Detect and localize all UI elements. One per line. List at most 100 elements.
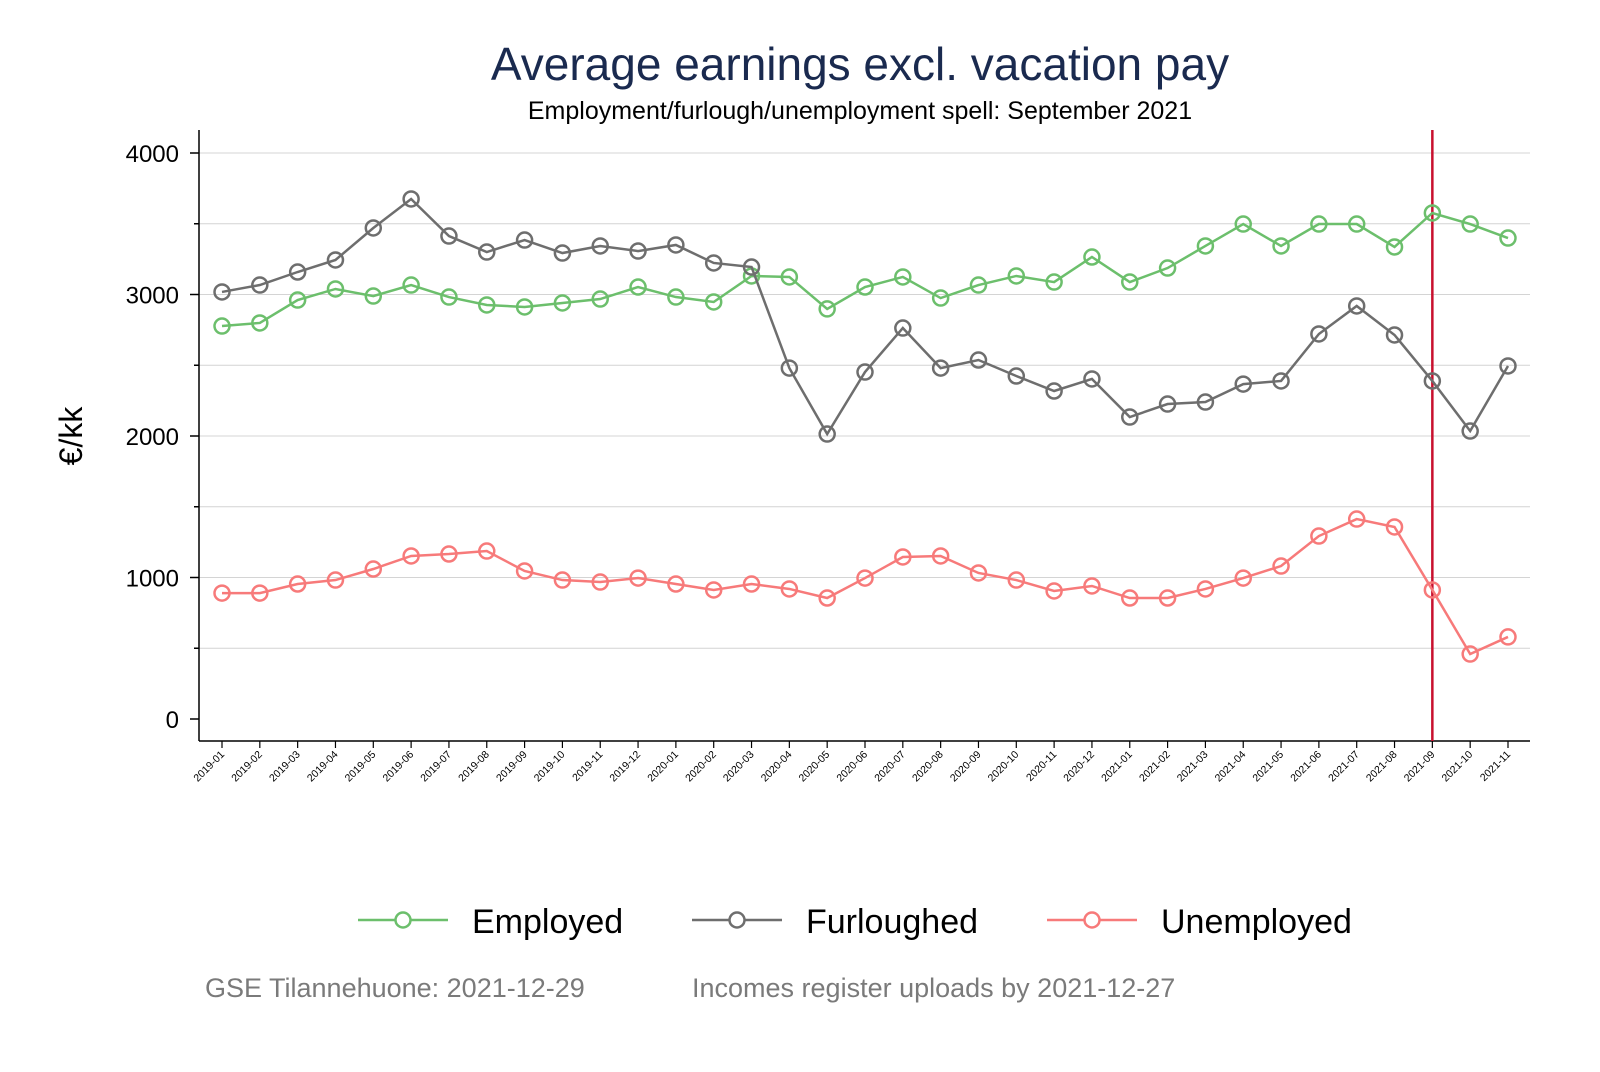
footer-note: Incomes register uploads by 2021-12-27 — [692, 973, 1175, 1003]
data-point — [1385, 238, 1404, 256]
legend-label: Furloughed — [806, 903, 978, 941]
data-point — [1045, 582, 1063, 600]
data-point — [704, 293, 723, 311]
data-point — [1196, 393, 1215, 411]
data-point — [515, 298, 534, 316]
data-point — [780, 359, 799, 377]
y-tick-label: 1000 — [126, 566, 179, 593]
x-tick-label: 2020-09 — [948, 749, 984, 785]
data-point — [1385, 326, 1404, 344]
x-tick-label: 2021-08 — [1364, 749, 1400, 785]
data-point — [1045, 382, 1063, 400]
x-tick-label: 2021-06 — [1288, 749, 1324, 785]
data-point — [704, 581, 723, 599]
data-point — [1461, 215, 1479, 233]
data-point — [1083, 370, 1101, 388]
data-point — [1158, 259, 1177, 277]
data-point — [818, 425, 836, 443]
data-point — [478, 243, 496, 261]
x-tick-label: 2019-05 — [343, 749, 379, 785]
data-point — [667, 236, 685, 254]
x-tick-label: 2019-03 — [267, 749, 303, 785]
x-tick-label: 2020-05 — [797, 749, 833, 785]
data-point — [515, 562, 534, 580]
x-tick-label: 2019-04 — [305, 749, 341, 785]
data-point — [591, 573, 609, 591]
y-axis-label: €/kk — [53, 406, 89, 466]
data-point — [856, 363, 874, 381]
data-point — [1196, 237, 1215, 255]
x-tick-label: 2021-03 — [1175, 749, 1211, 785]
x-tick-label: 2021-11 — [1478, 749, 1513, 784]
data-point — [667, 575, 685, 593]
x-tick-label: 2019-09 — [494, 749, 530, 785]
data-point — [1347, 215, 1366, 233]
x-tick-label: 2021-05 — [1250, 749, 1286, 785]
data-point — [742, 258, 761, 276]
data-point — [1234, 375, 1252, 393]
data-point — [1158, 589, 1177, 607]
x-tick-label: 2019-11 — [570, 749, 605, 784]
data-point — [667, 288, 685, 306]
x-tick-label: 2020-04 — [759, 749, 795, 785]
data-point — [1461, 422, 1479, 440]
data-point — [780, 580, 799, 598]
y-tick-label: 3000 — [126, 283, 179, 310]
data-point — [969, 351, 988, 369]
data-point — [213, 584, 231, 602]
legend-item-unemployed: Unemployed — [1047, 903, 1352, 941]
legend-label: Unemployed — [1161, 903, 1352, 941]
data-point — [478, 296, 496, 314]
data-point — [1121, 273, 1139, 291]
legend-marker — [394, 911, 412, 929]
data-point — [288, 291, 307, 309]
data-point — [1158, 395, 1177, 413]
chart-subtitle: Employment/furlough/unemployment spell: … — [528, 97, 1192, 125]
legend-marker — [728, 911, 746, 929]
data-point — [1045, 273, 1063, 291]
data-point — [1423, 372, 1442, 390]
data-point — [1196, 580, 1215, 598]
data-point — [1423, 204, 1442, 222]
data-point — [1347, 510, 1366, 528]
data-point — [1310, 325, 1328, 343]
data-point — [629, 242, 647, 260]
data-point — [1310, 527, 1328, 545]
data-point — [591, 237, 609, 255]
x-tick-label: 2021-07 — [1326, 749, 1362, 785]
data-point — [931, 547, 950, 565]
data-point — [931, 289, 950, 307]
x-tick-label: 2019-01 — [191, 749, 227, 785]
x-tick-label: 2019-02 — [229, 749, 265, 785]
data-point — [1499, 229, 1517, 247]
x-tick-label: 2021-10 — [1440, 749, 1476, 785]
x-tick-label: 2020-12 — [1061, 749, 1097, 785]
y-tick-label: 0 — [166, 707, 179, 734]
data-point — [1083, 248, 1101, 266]
data-point — [1007, 267, 1026, 285]
x-tick-label: 2019-07 — [418, 749, 454, 785]
data-point — [931, 359, 950, 377]
data-point — [1007, 367, 1026, 385]
data-point — [1121, 408, 1139, 426]
chart-title: Average earnings excl. vacation pay — [491, 38, 1229, 90]
data-point — [629, 569, 647, 587]
data-point — [818, 589, 836, 607]
series-furloughed — [213, 190, 1517, 443]
data-point — [553, 244, 572, 262]
x-tick-label: 2020-07 — [872, 749, 908, 785]
data-point — [1499, 357, 1517, 375]
series-unemployed — [213, 510, 1517, 663]
footer-source: GSE Tilannehuone: 2021-12-29 — [205, 973, 585, 1003]
data-point — [1423, 581, 1442, 599]
data-point — [1007, 571, 1026, 589]
data-point — [894, 548, 912, 566]
x-tick-label: 2020-01 — [645, 749, 681, 785]
data-point — [856, 569, 874, 587]
x-tick-label: 2019-12 — [607, 749, 643, 785]
data-point — [894, 319, 912, 337]
x-tick-label: 2021-04 — [1213, 749, 1249, 785]
x-tick-label: 2020-06 — [834, 749, 870, 785]
x-tick-label: 2021-01 — [1099, 749, 1135, 785]
data-point — [1272, 557, 1290, 575]
